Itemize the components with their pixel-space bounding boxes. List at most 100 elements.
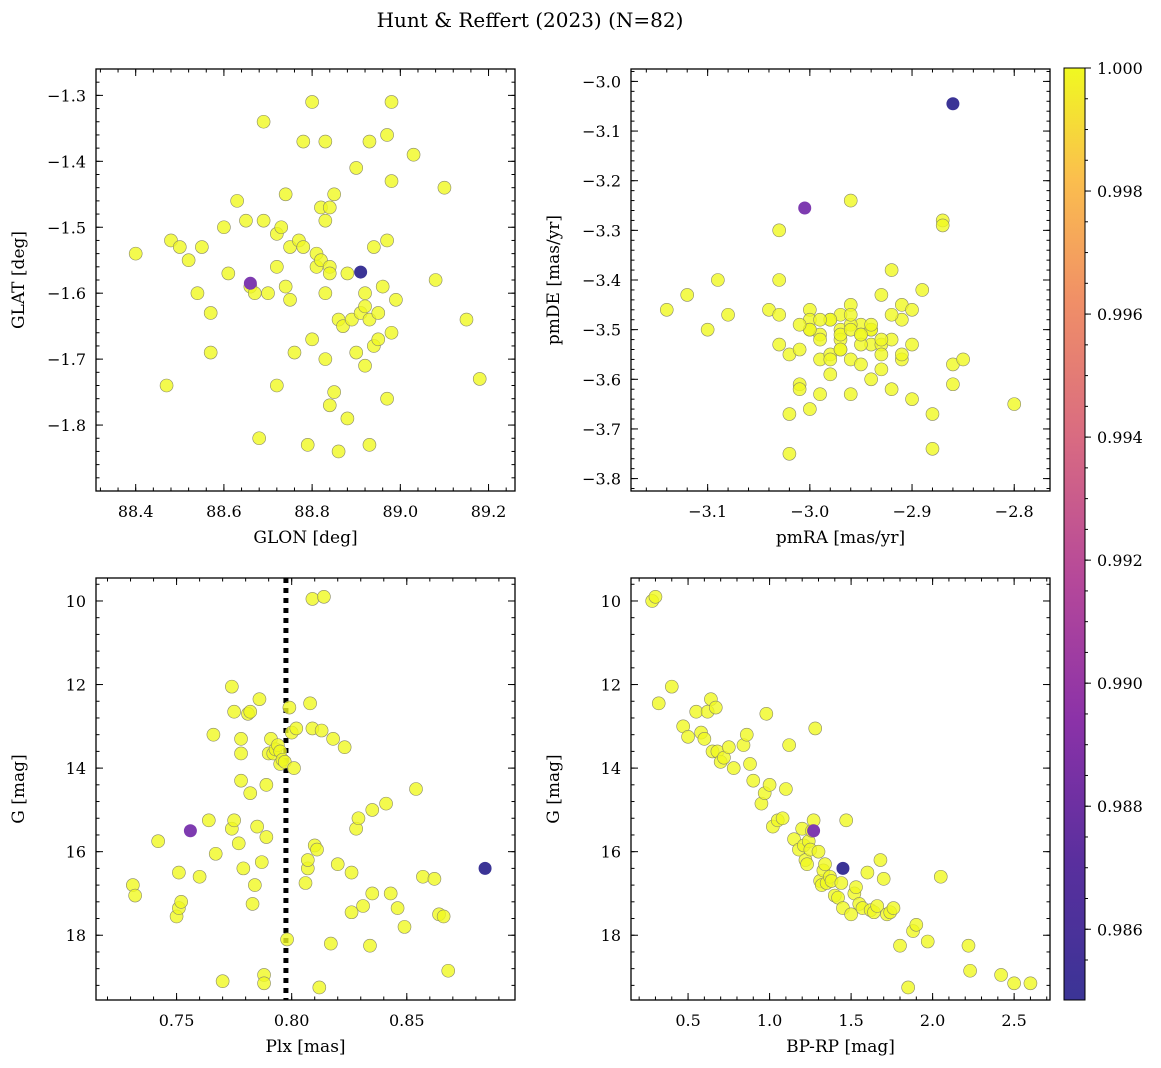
data-point	[884, 307, 899, 322]
data-point	[257, 976, 271, 991]
x-axis-label: Plx [mas]	[265, 1037, 345, 1057]
y-tick-label: −3.2	[582, 172, 621, 191]
data-point	[380, 233, 394, 248]
data-point	[813, 332, 827, 347]
figure-title: Hunt & Reffert (2023) (N=82)	[377, 8, 684, 32]
data-point	[811, 844, 826, 859]
data-point	[227, 813, 241, 828]
x-tick-label: 1.0	[757, 1011, 782, 1030]
data-point	[803, 402, 817, 416]
data-point	[349, 345, 364, 360]
data-point	[834, 876, 849, 890]
data-point	[915, 283, 930, 297]
data-point	[380, 128, 394, 142]
colorbar-gradient	[1063, 67, 1086, 1001]
x-tick-label: 0.75	[159, 1011, 195, 1030]
data-point	[282, 700, 297, 715]
data-point	[798, 201, 812, 215]
y-tick-label: −1.3	[47, 86, 86, 105]
x-tick-label: 88.4	[118, 502, 154, 521]
x-tick-label: 0.80	[274, 1011, 310, 1030]
data-point	[792, 382, 807, 397]
y-tick-label: −3.3	[582, 221, 621, 240]
data-point	[711, 273, 725, 287]
panel-parallax-magnitude: 0.75 0.80 0.85 10 12 14 16 18 Plx [mas] G [mag]	[9, 577, 516, 1057]
x-tick-label: 88.6	[206, 502, 242, 521]
data-point	[278, 279, 293, 294]
data-point	[305, 95, 319, 109]
colorbar-tick-label: 0.996	[1097, 305, 1143, 324]
data-point	[252, 431, 266, 446]
data-point	[874, 332, 889, 347]
y-tick-label: −1.4	[47, 152, 86, 171]
data-point	[312, 980, 327, 995]
colorbar-tick-label: 0.992	[1097, 551, 1143, 570]
x-tick-label: 2.0	[920, 1011, 945, 1030]
y-tick-label: −3.6	[582, 370, 621, 389]
data-point	[935, 218, 950, 233]
data-point	[380, 391, 394, 406]
data-point	[173, 240, 187, 254]
data-point	[844, 907, 858, 922]
x-tick-label: 0.85	[389, 1011, 425, 1030]
data-point	[351, 811, 366, 826]
data-point	[792, 342, 807, 357]
y-tick-label: 14	[601, 759, 621, 778]
data-point	[437, 180, 452, 195]
data-point	[217, 220, 231, 235]
data-point	[659, 302, 674, 317]
data-point	[864, 372, 878, 387]
data-point	[1007, 397, 1022, 411]
data-point	[436, 909, 451, 924]
data-point	[324, 936, 338, 951]
x-tick-label: 1.5	[838, 1011, 863, 1030]
data-point	[274, 220, 289, 235]
data-point	[234, 773, 248, 788]
data-point	[700, 322, 715, 337]
data-point	[874, 347, 889, 362]
data-point	[870, 899, 884, 913]
data-point	[664, 679, 679, 694]
x-axis-label: GLON [deg]	[253, 528, 357, 548]
x-tick-label: 0.5	[675, 1011, 700, 1030]
data-point	[256, 213, 271, 228]
data-point	[818, 857, 832, 872]
data-point	[128, 888, 142, 903]
data-point	[708, 700, 723, 715]
y-tick-label: −3.7	[582, 420, 621, 439]
data-point	[782, 738, 796, 752]
data-point	[389, 292, 403, 307]
data-point	[895, 347, 909, 362]
y-tick-label: 10	[66, 592, 86, 611]
y-axis-label: GLAT [deg]	[9, 231, 29, 329]
data-point	[925, 441, 940, 456]
panel-proper-motion: −3.1 −3.0 −2.9 −2.8 −3.0 −3.1 −3.2 −3.3 −3.4 −3.5…	[544, 68, 1051, 548]
data-point	[946, 97, 960, 111]
colorbar: 1.000 0.998 0.996 0.994 0.992 0.990 0.988 0.986	[1063, 59, 1143, 1001]
data-point	[743, 757, 757, 771]
panel-color-magnitude: 0.5 1.0 1.5 2.0 2.5 10 12 14 16 18 BP-RP [mag] G [m…	[544, 577, 1051, 1057]
y-axis-label: pmDE [mas/yr]	[544, 215, 564, 345]
data-point	[839, 813, 854, 828]
data-point	[759, 706, 774, 721]
data-point	[354, 265, 368, 279]
x-tick-label: 89.0	[383, 502, 419, 521]
data-point	[792, 317, 807, 332]
data-point	[318, 213, 333, 228]
data-point	[905, 337, 919, 352]
data-point	[300, 438, 315, 452]
data-point	[925, 407, 940, 421]
data-point	[905, 302, 919, 317]
data-point	[946, 377, 960, 392]
data-point	[379, 796, 393, 811]
data-point	[239, 213, 253, 228]
colorbar-tick-label: 0.986	[1097, 920, 1143, 939]
data-point	[340, 266, 355, 281]
x-tick-label: 89.2	[471, 502, 507, 521]
data-point	[886, 901, 901, 915]
data-point	[854, 357, 868, 372]
y-tick-label: 10	[601, 592, 621, 611]
x-axis-label: pmRA [mas/yr]	[776, 528, 905, 548]
data-point	[800, 857, 814, 872]
x-tick-label: 2.5	[1001, 1011, 1026, 1030]
